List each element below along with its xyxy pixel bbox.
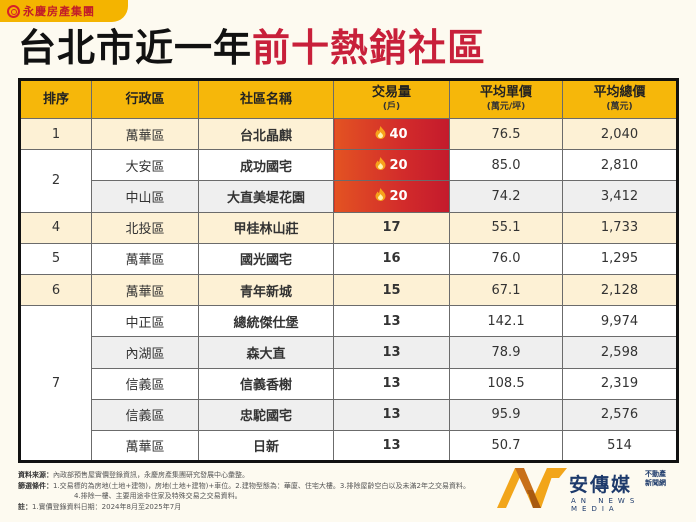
district-cell: 萬華區 [91, 117, 199, 151]
header-community-name: 社區名稱 [198, 79, 334, 119]
header-district: 行政區 [91, 79, 199, 119]
rank-cell: 2 [19, 149, 92, 213]
unit-price-cell: 78.9 [449, 336, 563, 369]
district-cell: 中正區 [91, 305, 199, 338]
rank-cell: 1 [19, 117, 92, 151]
unit-price-cell: 74.2 [449, 180, 563, 213]
district-cell: 萬華區 [91, 429, 199, 463]
total-price-cell: 9,974 [562, 305, 678, 338]
volume-cell: 13 [333, 398, 450, 431]
community-name-cell: 國光國宅 [198, 242, 334, 275]
table-row: 6 萬華區 青年新城 15 67.1 2,128 [19, 273, 678, 307]
ranking-table: 排序 行政區 社區名稱 交易量 (戶) 平均單價 (萬元/坪) 平均總價 (萬元) 1… [18, 78, 679, 464]
volume-cell: 13 [333, 305, 450, 338]
district-cell: 萬華區 [91, 273, 199, 307]
rank-cell: 4 [19, 211, 92, 244]
community-name-cell: 忠駝國宅 [198, 398, 334, 431]
header-total-price: 平均總價 (萬元) [562, 79, 678, 119]
total-price-cell: 1,295 [562, 242, 678, 275]
volume-cell: 16 [333, 242, 450, 275]
unit-price-cell: 67.1 [449, 273, 563, 307]
total-price-cell: 2,810 [562, 149, 678, 182]
total-price-cell: 2,319 [562, 367, 678, 400]
table-row: 7 中正區 總統傑仕堡 13 142.1 9,974 [19, 305, 678, 463]
an-news-media-logo: 安傳媒 不動產 新聞網 AN NEWS MEDIA [497, 466, 687, 513]
table-row: 信義區 忠駝國宅 13 95.9 2,576 [20, 398, 678, 431]
rank-cell: 7 [19, 305, 92, 463]
table-row: 4 北投區 甲桂林山莊 17 55.1 1,733 [19, 211, 678, 244]
community-name-cell: 大直美堤花園 [198, 180, 334, 213]
community-name-cell: 成功國宅 [198, 149, 334, 182]
total-price-cell: 2,576 [562, 398, 678, 431]
rank-cell: 6 [19, 273, 92, 307]
source-note: 資料來源：內政部預售屋實價登錄資訊，永慶房產集團研究發展中心彙整。 [18, 471, 249, 479]
district-cell: 萬華區 [91, 242, 199, 275]
table-row: 2 大安區 成功國宅 20 85.0 2,810 [19, 149, 678, 213]
media-name-cn: 安傳媒 [569, 474, 633, 496]
total-price-cell: 3,412 [562, 180, 678, 213]
district-cell: 信義區 [91, 367, 199, 400]
table-row: 中山區 大直美堤花園 20 74.2 3,412 [20, 180, 678, 213]
table-row: 1 萬華區 台北晶麒 40 76.5 2,040 [19, 117, 678, 151]
page-title: 台北市近一年 前十熱銷社區 [18, 26, 486, 70]
total-price-cell: 2,040 [562, 117, 678, 151]
flame-icon [375, 156, 386, 174]
community-name-cell: 台北晶麒 [198, 117, 334, 151]
unit-price-cell: 95.9 [449, 398, 563, 431]
unit-price-cell: 142.1 [449, 305, 563, 338]
media-subtitle: 不動產 新聞網 [645, 470, 666, 487]
volume-cell: 13 [333, 429, 450, 463]
brand-name: 永慶房產集團 [23, 5, 95, 18]
filter-note-continued: 4.排除一樓、主要用途非住家及特殊交易之交易資料。 [74, 492, 242, 500]
district-cell: 中山區 [91, 180, 199, 213]
title-part-2: 前十熱銷社區 [252, 26, 487, 70]
district-cell: 北投區 [91, 211, 199, 244]
media-name-en: AN NEWS MEDIA [571, 497, 640, 513]
yungching-logo-icon [7, 4, 20, 18]
footnotes: 資料來源：內政部預售屋實價登錄資訊，永慶房產集團研究發展中心彙整。 篩選條件：1… [18, 470, 518, 512]
brand-tab: 永慶房產集團 [0, 0, 128, 22]
an-news-media-logo-icon [497, 468, 567, 508]
rank-cell: 5 [19, 242, 92, 275]
unit-price-cell: 55.1 [449, 211, 563, 244]
filter-note: 篩選條件：1.交易標的為房地(土地+建物)，房地(土地+建物)+車位。2.建物型… [18, 481, 471, 490]
total-price-cell: 1,733 [562, 211, 678, 244]
unit-price-cell: 50.7 [449, 429, 563, 463]
flame-icon [375, 187, 386, 205]
volume-cell: 13 [333, 336, 450, 369]
community-name-cell: 日新 [198, 429, 334, 463]
volume-cell: 15 [333, 273, 450, 307]
district-cell: 內湖區 [91, 336, 199, 369]
total-price-cell: 2,128 [562, 273, 678, 307]
unit-price-cell: 85.0 [449, 149, 563, 182]
community-name-cell: 信義香榭 [198, 367, 334, 400]
volume-cell: 17 [333, 211, 450, 244]
volume-cell: 13 [333, 367, 450, 400]
community-name-cell: 甲桂林山莊 [198, 211, 334, 244]
volume-cell: 20 [333, 180, 450, 213]
table-row: 內湖區 森大直 13 78.9 2,598 [20, 336, 678, 369]
table-header-row: 排序 行政區 社區名稱 交易量 (戶) 平均單價 (萬元/坪) 平均總價 (萬元) [19, 79, 678, 119]
community-name-cell: 總統傑仕堡 [198, 305, 334, 338]
header-volume: 交易量 (戶) [333, 79, 450, 119]
title-part-1: 台北市近一年 [18, 26, 253, 70]
volume-cell: 20 [333, 149, 450, 182]
volume-cell: 40 [333, 117, 450, 151]
total-price-cell: 2,598 [562, 336, 678, 369]
flame-icon [375, 125, 386, 143]
district-cell: 信義區 [91, 398, 199, 431]
table-row: 萬華區 日新 13 50.7 514 [20, 429, 678, 463]
community-name-cell: 青年新城 [198, 273, 334, 307]
district-cell: 大安區 [91, 149, 199, 182]
date-note: 註：1.實價登錄資料日期：2024年8月至2025年7月 [18, 502, 182, 511]
total-price-cell: 514 [562, 429, 678, 463]
unit-price-cell: 108.5 [449, 367, 563, 400]
table-row: 信義區 信義香榭 13 108.5 2,319 [20, 367, 678, 400]
community-name-cell: 森大直 [198, 336, 334, 369]
unit-price-cell: 76.5 [449, 117, 563, 151]
unit-price-cell: 76.0 [449, 242, 563, 275]
header-rank: 排序 [19, 79, 92, 119]
header-unit-price: 平均單價 (萬元/坪) [449, 79, 563, 119]
table-row: 5 萬華區 國光國宅 16 76.0 1,295 [19, 242, 678, 275]
